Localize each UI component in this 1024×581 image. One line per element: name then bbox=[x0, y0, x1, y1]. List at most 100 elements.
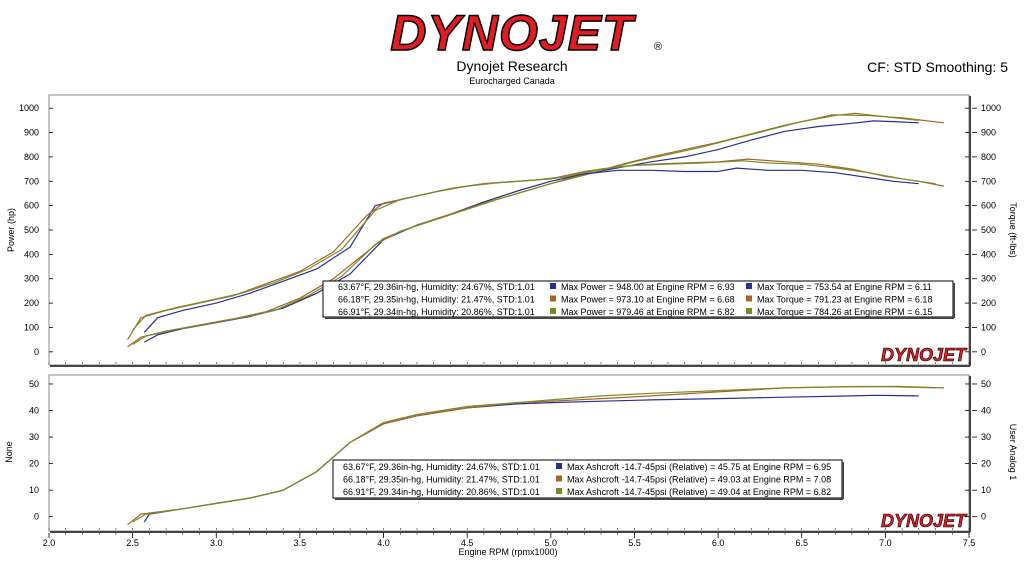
boost-panel: 0 0 10 10 20 20 30 30 40 40 50 50 None User Analog … bbox=[4, 374, 1018, 557]
rpm-tick-label: 2.0 bbox=[43, 538, 56, 548]
boost-plot-frame bbox=[48, 374, 970, 532]
top-legend-torque-swatch bbox=[746, 308, 752, 314]
bottom-legend-conditions: 66.91°F, 29.34in-hg, Humidity: 20.86%, S… bbox=[343, 487, 540, 497]
top-legend-rows: 63.67°F, 29.36in-hg, Humidity: 24.67%, S… bbox=[338, 282, 932, 317]
boost-left-tick-label: 20 bbox=[29, 459, 39, 469]
rpm-tick-label: 6.5 bbox=[795, 538, 808, 548]
torque-axis-tick-label: 900 bbox=[981, 128, 996, 138]
boost-series bbox=[127, 385, 944, 526]
top-legend-conditions: 66.91°F, 29.34in-hg, Humidity: 20.86%, S… bbox=[338, 307, 535, 317]
boost-right-tick-label: 10 bbox=[981, 485, 991, 495]
dynojet-logo: DYNOJET ® bbox=[390, 4, 662, 62]
boost-right-axis-label: User Analog 1 bbox=[1008, 424, 1018, 481]
bottom-legend-max-boost: Max Ashcroft -14.7-45psi (Relative) = 49… bbox=[567, 475, 831, 485]
power-axis-tick-label: 700 bbox=[24, 176, 39, 186]
rpm-tick-label: 3.5 bbox=[294, 538, 307, 548]
bottom-legend-max-boost: Max Ashcroft -14.7-45psi (Relative) = 49… bbox=[567, 487, 831, 497]
top-legend-max-torque: Max Torque = 784.26 at Engine RPM = 6.15 bbox=[757, 307, 932, 317]
torque-axis-tick-label: 400 bbox=[981, 249, 996, 259]
bottom-watermark-text: DYNOJET bbox=[881, 511, 968, 531]
bottom-legend-conditions: 66.18°F, 29.35in-hg, Humidity: 21.47%, S… bbox=[343, 475, 540, 485]
boost-right-tick-label: 30 bbox=[981, 432, 991, 442]
rpm-tick-label: 5.5 bbox=[628, 538, 641, 548]
bottom-legend-swatch bbox=[556, 475, 562, 482]
top-power-run-3-line bbox=[132, 112, 919, 346]
power-axis-tick-label: 500 bbox=[24, 225, 39, 235]
boost-left-tick-label: 50 bbox=[29, 379, 39, 389]
bottom-legend-max-boost: Max Ashcroft -14.7-45psi (Relative) = 45… bbox=[567, 462, 831, 472]
rpm-tick-label: 2.5 bbox=[126, 538, 139, 548]
rpm-tick-label: 3.0 bbox=[210, 538, 223, 548]
rpm-tick-label: 4.5 bbox=[461, 538, 474, 548]
power-torque-plot-frame bbox=[48, 94, 970, 366]
torque-axis-tick-label: 300 bbox=[981, 274, 996, 284]
report-title: Dynojet Research bbox=[456, 58, 567, 74]
top-legend-max-power: Max Power = 979.46 at Engine RPM = 6.82 bbox=[561, 307, 735, 317]
rpm-tick-label: 5.0 bbox=[545, 538, 558, 548]
power-axis-tick-label: 1000 bbox=[19, 103, 39, 113]
top-legend-conditions: 66.18°F, 29.35in-hg, Humidity: 21.47%, S… bbox=[338, 295, 535, 305]
top-legend-max-torque: Max Torque = 791.23 at Engine RPM = 6.18 bbox=[757, 295, 932, 305]
torque-axis-tick-label: 200 bbox=[981, 298, 996, 308]
power-axis-tick-label: 0 bbox=[34, 347, 39, 357]
cf-smoothing-info: CF: STD Smoothing: 5 bbox=[867, 59, 1008, 75]
boost-right-tick-label: 0 bbox=[981, 512, 986, 522]
rpm-tick-label: 4.0 bbox=[377, 538, 390, 548]
torque-axis-tick-label: 700 bbox=[981, 176, 996, 186]
top-legend: 63.67°F, 29.36in-hg, Humidity: 24.67%, S… bbox=[322, 280, 955, 319]
power-torque-panel: 0 0 100 100 200 200 300 300 400 400 500 500 600 600 70… bbox=[6, 94, 1018, 367]
top-legend-max-torque: Max Torque = 753.54 at Engine RPM = 6.11 bbox=[757, 282, 932, 292]
top-legend-power-swatch bbox=[550, 308, 556, 314]
boost-left-axis-label: None bbox=[4, 441, 14, 463]
rpm-axis-label: Engine RPM (rpmx1000) bbox=[458, 547, 557, 557]
top-legend-max-power: Max Power = 973.10 at Engine RPM = 6.68 bbox=[561, 295, 735, 305]
rpm-tick-label: 7.0 bbox=[879, 538, 892, 548]
report-subtitle: Eurocharged Canada bbox=[469, 76, 555, 86]
rpm-axis-ticks: 2.0 2.5 3.0 3.5 4.0 4.5 5.0 5.5 6.0 6.5 7.0 7.5 bbox=[43, 533, 976, 548]
torque-axis-tick-label: 500 bbox=[981, 225, 996, 235]
boost-right-tick-label: 50 bbox=[981, 379, 991, 389]
power-torque-ticks: 0 0 100 100 200 200 300 300 400 400 500 500 600 600 70… bbox=[19, 103, 1001, 364]
top-torque-run-3-line bbox=[132, 160, 936, 331]
boost-left-tick-label: 40 bbox=[29, 406, 39, 416]
torque-axis-label: Torque (ft-lbs) bbox=[1008, 202, 1018, 258]
bottom-legend-swatch bbox=[556, 488, 562, 494]
top-watermark-logo: DYNOJET bbox=[881, 345, 969, 366]
logo-text: DYNOJET bbox=[390, 5, 637, 61]
top-legend-power-swatch bbox=[550, 283, 556, 289]
power-axis-label: Power (hp) bbox=[6, 208, 16, 252]
rpm-tick-label: 6.0 bbox=[712, 538, 725, 548]
boost-ticks: 0 0 10 10 20 20 30 30 40 40 50 50 bbox=[29, 379, 991, 530]
torque-axis-tick-label: 100 bbox=[981, 322, 996, 332]
top-legend-max-power: Max Power = 948.00 at Engine RPM = 6.93 bbox=[561, 282, 735, 292]
top-legend-torque-swatch bbox=[746, 283, 752, 289]
power-axis-tick-label: 300 bbox=[24, 274, 39, 284]
torque-axis-tick-label: 800 bbox=[981, 152, 996, 162]
top-watermark-text: DYNOJET bbox=[881, 345, 968, 365]
top-legend-box bbox=[322, 280, 954, 318]
bottom-legend-conditions: 63.67°F, 29.36in-hg, Humidity: 24.67%, S… bbox=[343, 462, 540, 472]
boost-left-tick-label: 30 bbox=[29, 432, 39, 442]
boost-left-tick-label: 10 bbox=[29, 485, 39, 495]
registered-mark: ® bbox=[654, 41, 662, 53]
power-axis-tick-label: 900 bbox=[24, 128, 39, 138]
power-axis-tick-label: 400 bbox=[24, 249, 39, 259]
power-axis-tick-label: 600 bbox=[24, 201, 39, 211]
bottom-legend-swatch bbox=[556, 463, 562, 469]
bottom-legend-rows: 63.67°F, 29.36in-hg, Humidity: 24.67%, S… bbox=[343, 462, 831, 497]
boost-left-tick-label: 0 bbox=[34, 512, 39, 522]
top-legend-torque-swatch bbox=[746, 295, 752, 302]
boost-right-tick-label: 20 bbox=[981, 459, 991, 469]
torque-axis-tick-label: 1000 bbox=[981, 103, 1001, 113]
power-axis-tick-label: 100 bbox=[24, 322, 39, 332]
bottom-boost-run-3-line bbox=[132, 385, 936, 523]
boost-right-tick-label: 40 bbox=[981, 406, 991, 416]
torque-axis-tick-label: 0 bbox=[981, 347, 986, 357]
torque-axis-tick-label: 600 bbox=[981, 201, 996, 211]
rpm-tick-label: 7.5 bbox=[963, 538, 976, 548]
power-axis-tick-label: 200 bbox=[24, 298, 39, 308]
bottom-legend: 63.67°F, 29.36in-hg, Humidity: 24.67%, S… bbox=[332, 459, 844, 500]
bottom-legend-box bbox=[332, 459, 843, 499]
